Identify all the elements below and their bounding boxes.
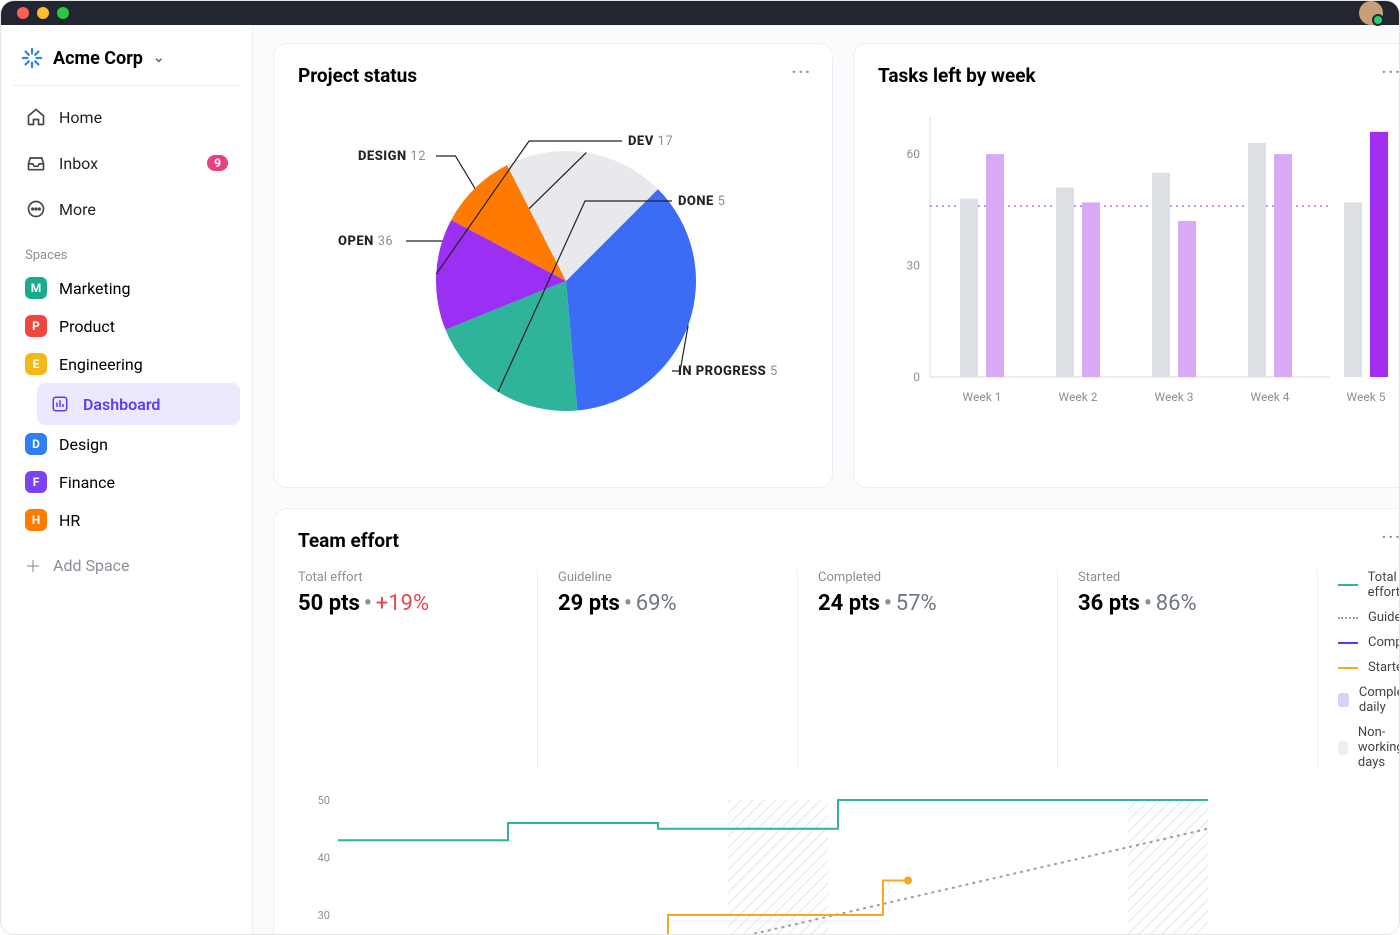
spaces-heading: Spaces — [13, 230, 240, 269]
space-badge: M — [25, 277, 47, 299]
org-switcher[interactable]: Acme Corp ⌄ — [13, 37, 240, 86]
space-badge: P — [25, 315, 47, 337]
card-title: Team effort — [298, 529, 1398, 552]
svg-text:Week 1: Week 1 — [963, 390, 1002, 404]
space-label: Marketing — [59, 279, 130, 298]
plus-icon: ＋ — [25, 553, 41, 577]
card-menu-icon[interactable]: ··· — [1382, 527, 1399, 546]
team-effort-card: Team effort ··· Total effort50 pts•+19%G… — [273, 508, 1399, 935]
project-status-pie: IN PROGRESS 5 OPEN 36 DESIGN 12 DEV 17 DONE … — [298, 111, 808, 441]
space-badge: H — [25, 509, 47, 531]
dashboard-icon — [49, 393, 71, 415]
max-dot[interactable] — [57, 7, 69, 19]
svg-text:0: 0 — [913, 370, 920, 384]
space-badge: F — [25, 471, 47, 493]
nav-more[interactable]: More — [13, 188, 240, 230]
team-effort-line-chart: 20304050 — [298, 790, 1218, 935]
svg-text:50: 50 — [318, 794, 330, 807]
subnav-label: Dashboard — [83, 395, 160, 414]
space-product[interactable]: P Product — [13, 307, 240, 345]
space-finance[interactable]: F Finance — [13, 463, 240, 501]
more-icon — [25, 198, 47, 220]
card-menu-icon[interactable]: ··· — [1382, 62, 1399, 81]
svg-text:40: 40 — [318, 852, 330, 865]
add-space-label: Add Space — [53, 556, 130, 575]
space-marketing[interactable]: M Marketing — [13, 269, 240, 307]
home-icon — [25, 106, 47, 128]
space-label: Product — [59, 317, 115, 336]
card-title: Tasks left by week — [878, 64, 1398, 87]
inbox-icon — [25, 152, 47, 174]
metric-total-effort: Total effort50 pts•+19% — [298, 570, 538, 770]
min-dot[interactable] — [37, 7, 49, 19]
svg-text:DONE 5: DONE 5 — [678, 194, 725, 209]
team-effort-legend: Total effortGuidelineCompletedStartedCom… — [1338, 570, 1399, 770]
svg-text:30: 30 — [907, 259, 921, 273]
svg-text:IN PROGRESS 5: IN PROGRESS 5 — [678, 364, 778, 379]
inbox-badge: 9 — [207, 155, 228, 171]
sidebar: Acme Corp ⌄ Home Inbox 9 More Spaces M Marke… — [1, 25, 253, 935]
main-content: Project status ··· IN PROGRESS 5 OPEN 36 D… — [253, 25, 1399, 935]
space-design[interactable]: D Design — [13, 425, 240, 463]
space-badge: D — [25, 433, 47, 455]
org-name: Acme Corp — [53, 48, 143, 69]
svg-text:OPEN 36: OPEN 36 — [338, 234, 393, 249]
project-status-card: Project status ··· IN PROGRESS 5 OPEN 36 D… — [273, 43, 833, 488]
user-avatar[interactable] — [1359, 1, 1383, 25]
space-label: Engineering — [59, 355, 143, 374]
metric-completed: Completed24 pts•57% — [818, 570, 1058, 770]
org-logo-icon — [21, 47, 43, 69]
svg-text:DEV 17: DEV 17 — [628, 134, 673, 149]
card-menu-icon[interactable]: ··· — [792, 62, 812, 81]
space-label: Design — [59, 435, 108, 454]
space-engineering[interactable]: E Engineering — [13, 345, 240, 383]
svg-text:60: 60 — [907, 147, 921, 161]
nav-label: Home — [59, 108, 102, 127]
nav-label: Inbox — [59, 154, 98, 173]
metric-started: Started36 pts•86% — [1078, 570, 1318, 770]
svg-text:Week 2: Week 2 — [1059, 390, 1098, 404]
svg-text:DESIGN 12: DESIGN 12 — [358, 149, 426, 164]
window-controls[interactable] — [17, 7, 69, 19]
nav-inbox[interactable]: Inbox 9 — [13, 142, 240, 184]
card-title: Project status — [298, 64, 808, 87]
svg-text:Week 5: Week 5 — [1347, 390, 1386, 404]
space-label: HR — [59, 511, 80, 530]
nav-home[interactable]: Home — [13, 96, 240, 138]
svg-text:Week 4: Week 4 — [1251, 390, 1290, 404]
space-label: Finance — [59, 473, 115, 492]
close-dot[interactable] — [17, 7, 29, 19]
tasks-left-bar-chart: 0 30 60 Week 1 Week 2 Week 3 Week 4 Week 5 — [878, 97, 1398, 467]
nav-label: More — [59, 200, 96, 219]
subnav-dashboard[interactable]: Dashboard — [37, 383, 240, 425]
space-badge: E — [25, 353, 47, 375]
titlebar — [1, 1, 1399, 25]
tasks-left-card: Tasks left by week ··· 0 30 60 Week 1 Week 2… — [853, 43, 1399, 488]
metric-guideline: Guideline29 pts•69% — [558, 570, 798, 770]
svg-text:Week 3: Week 3 — [1155, 390, 1194, 404]
space-hr[interactable]: H HR — [13, 501, 240, 539]
chevron-down-icon: ⌄ — [153, 50, 165, 66]
add-space-button[interactable]: ＋ Add Space — [13, 543, 240, 587]
svg-text:30: 30 — [318, 909, 330, 922]
